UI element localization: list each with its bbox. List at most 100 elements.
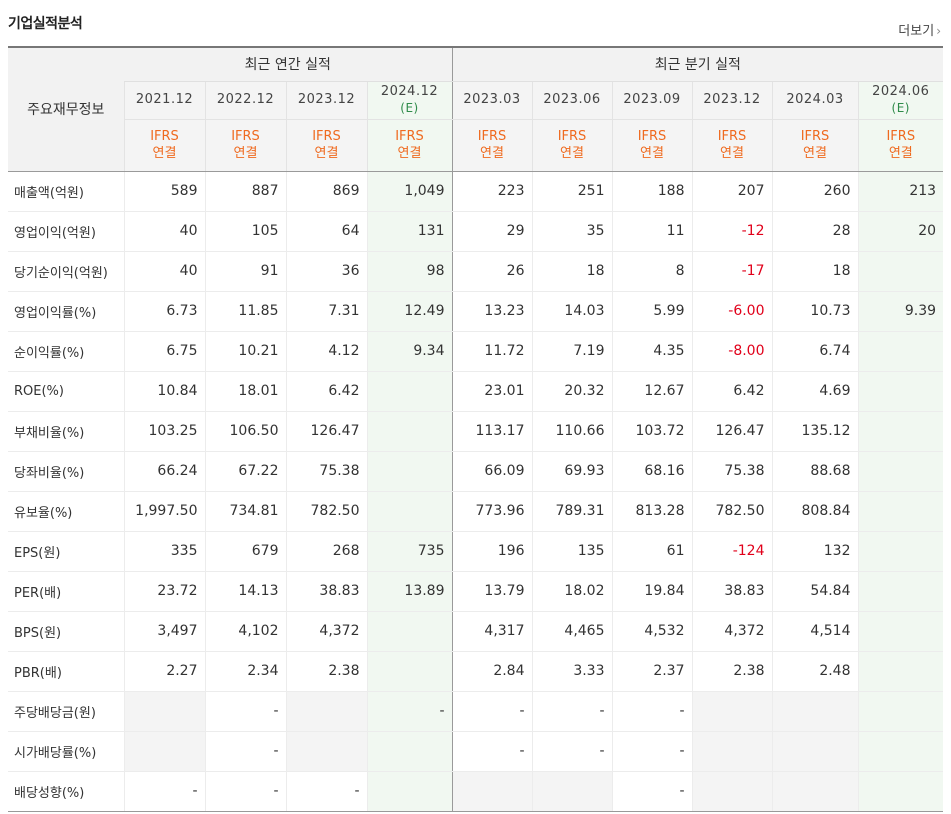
table-cell: 782.50 xyxy=(285,491,367,532)
table-cell: - xyxy=(451,731,532,772)
table-cell: - xyxy=(611,771,692,812)
table-row: PER(배) 23.72 14.13 38.83 13.89 13.79 18.02 19.8… xyxy=(8,571,944,612)
period-header: 2023.12 xyxy=(285,81,367,120)
table-cell: 110.66 xyxy=(531,410,612,452)
table-cell: -8.00 xyxy=(691,331,772,372)
section-title: 기업실적분석 xyxy=(8,16,83,32)
table-cell: 1,997.50 xyxy=(123,491,205,532)
row-label: EPS(원) xyxy=(8,530,124,572)
table-row: 순이익률(%) 6.75 10.21 4.12 9.34 11.72 7.19 4.35 -8.… xyxy=(8,331,944,372)
table-cell xyxy=(857,611,944,652)
table-cell xyxy=(857,410,944,452)
table-cell: 12.49 xyxy=(366,290,452,332)
table-cell: 10.21 xyxy=(204,331,286,372)
table-cell: 188 xyxy=(611,171,692,212)
table-cell: 29 xyxy=(451,211,532,252)
table-cell: 869 xyxy=(285,171,367,212)
table-cell xyxy=(285,731,367,772)
table-cell xyxy=(366,731,452,772)
table-cell: 38.83 xyxy=(691,571,772,612)
table-cell: - xyxy=(611,690,692,732)
table-cell: -12 xyxy=(691,211,772,252)
table-row: 부채비율(%) 103.25 106.50 126.47 113.17 110.66 103… xyxy=(8,410,944,452)
chevron-right-icon: › xyxy=(936,24,941,38)
table-cell xyxy=(285,690,367,732)
table-cell: 9.39 xyxy=(857,290,944,332)
table-cell: - xyxy=(123,771,205,812)
table-cell: 64 xyxy=(285,211,367,252)
row-label: PER(배) xyxy=(8,571,124,612)
table-cell: 23.72 xyxy=(123,571,205,612)
table-cell: 18 xyxy=(531,251,612,292)
table-cell xyxy=(857,571,944,612)
table-cell: - xyxy=(531,690,612,732)
period-date: 2023.03 xyxy=(463,92,521,107)
ifrs-label: IFRS xyxy=(150,129,179,144)
consolidated-label: 연결 xyxy=(720,146,744,161)
table-cell: 7.31 xyxy=(285,290,367,332)
table-cell: 14.13 xyxy=(204,571,286,612)
table-cell: 4,532 xyxy=(611,611,692,652)
table-cell: 113.17 xyxy=(451,410,532,452)
table-row: 영업이익(억원) 40 105 64 131 29 35 11 -12 28 20 xyxy=(8,211,944,252)
period-date: 2022.12 xyxy=(216,92,275,107)
table-cell: 14.03 xyxy=(531,290,612,332)
table-cell: 4,102 xyxy=(204,611,286,652)
ifrs-label: IFRS xyxy=(395,129,424,144)
ifrs-header: IFRS 연결 xyxy=(857,119,944,172)
row-label: 순이익률(%) xyxy=(8,331,124,372)
table-cell: 103.72 xyxy=(611,410,692,452)
more-link[interactable]: 더보기 › xyxy=(898,20,941,39)
table-cell xyxy=(857,771,944,812)
period-header: 2023.12 xyxy=(691,81,772,120)
table-row: 당기순이익(억원) 40 91 36 98 26 18 8 -17 18 xyxy=(8,251,944,292)
table-cell: 4,372 xyxy=(285,611,367,652)
period-header: 2024.03 xyxy=(771,81,858,120)
table-cell: 4,317 xyxy=(451,611,532,652)
table-cell: 3,497 xyxy=(123,611,205,652)
ifrs-label: IFRS xyxy=(231,129,260,144)
table-cell xyxy=(366,491,452,532)
table-cell: 589 xyxy=(123,171,205,212)
table-cell: 75.38 xyxy=(691,451,772,492)
period-header: 2023.09 xyxy=(611,81,692,120)
table-row: EPS(원) 335 679 268 735 196 135 61 -124 132 xyxy=(8,530,944,572)
table-cell xyxy=(123,690,205,732)
table-cell: 135.12 xyxy=(771,410,858,452)
table-cell: 2.38 xyxy=(285,651,367,692)
table-cell: 4,465 xyxy=(531,611,612,652)
table-cell: 135 xyxy=(531,530,612,572)
table-cell: - xyxy=(204,690,286,732)
ifrs-header: IFRS 연결 xyxy=(771,119,858,172)
table-cell: - xyxy=(204,731,286,772)
estimate-marker: (E) xyxy=(891,101,910,115)
consolidated-label: 연결 xyxy=(803,146,827,161)
table-cell: 335 xyxy=(123,530,205,572)
table-cell: 28 xyxy=(771,211,858,252)
table-cell: 2.34 xyxy=(204,651,286,692)
table-cell: 106.50 xyxy=(204,410,286,452)
row-label: PBR(배) xyxy=(8,651,124,692)
table-cell: 6.73 xyxy=(123,290,205,332)
row-label: 시가배당률(%) xyxy=(8,731,124,772)
table-cell: 19.84 xyxy=(611,571,692,612)
ifrs-header: IFRS 연결 xyxy=(531,119,612,172)
table-cell xyxy=(771,771,858,812)
period-date: 2023.12 xyxy=(297,92,356,107)
table-cell: -124 xyxy=(691,530,772,572)
table-cell: 61 xyxy=(611,530,692,572)
table-cell: 808.84 xyxy=(771,491,858,532)
table-cell: 103.25 xyxy=(123,410,205,452)
consolidated-label: 연결 xyxy=(152,146,177,161)
table-cell: 2.84 xyxy=(451,651,532,692)
row-label: 주당배당금(원) xyxy=(8,690,124,732)
table-cell: 679 xyxy=(204,530,286,572)
quarter-group-header: 최근 분기 실적 xyxy=(451,46,944,82)
table-cell: 98 xyxy=(366,251,452,292)
table-cell: 6.42 xyxy=(285,371,367,412)
consolidated-label: 연결 xyxy=(233,146,258,161)
estimate-marker: (E) xyxy=(400,101,419,115)
table-cell: 18.01 xyxy=(204,371,286,412)
table-cell: - xyxy=(285,771,367,812)
ifrs-label: IFRS xyxy=(557,129,587,144)
